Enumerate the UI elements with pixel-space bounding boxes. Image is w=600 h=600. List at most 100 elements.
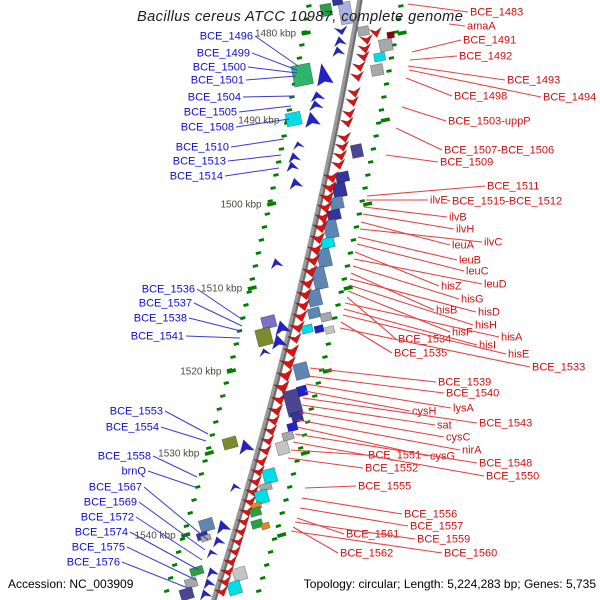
gene-feature-arrow-up [317, 62, 334, 87]
gene-feature-box [188, 564, 205, 578]
gene-label[interactable]: BCE_1536 [142, 284, 195, 296]
gene-label[interactable]: leuC [466, 266, 489, 278]
leader-line-right [290, 530, 443, 554]
leader-line-right [385, 154, 439, 163]
gene-label[interactable]: BCE_1559 [417, 534, 470, 546]
gene-label[interactable]: BCE_1574 [75, 527, 128, 539]
gene-label[interactable]: hisF [452, 327, 473, 339]
leader-line-left [251, 52, 298, 71]
gene-label[interactable]: cysC [446, 432, 471, 444]
gene-label[interactable]: cysG [430, 451, 455, 463]
gene-label[interactable]: BCE_1499 [197, 48, 250, 60]
gene-label[interactable]: BCE_1515-BCE_1512 [452, 196, 562, 208]
gene-label[interactable]: BCE_1501 [191, 75, 244, 87]
gene-label[interactable]: hisH [475, 320, 497, 332]
gene-label[interactable]: BCE_1548 [479, 458, 532, 470]
gene-label[interactable]: BCE_1543 [479, 418, 532, 430]
gene-label[interactable]: hisG [461, 294, 484, 306]
gene-label[interactable]: BCE_1554 [106, 422, 159, 434]
gene-label[interactable]: BCE_1535 [394, 348, 447, 360]
gene-feature-box [231, 565, 249, 583]
gene-feature-box [281, 430, 295, 442]
gene-label[interactable]: ilvE [430, 195, 448, 207]
gene-feature-box [386, 31, 396, 39]
gene-label[interactable]: BCE_1508 [181, 122, 234, 134]
gene-label[interactable]: hisD [478, 307, 500, 319]
gene-label[interactable]: BCE_1493 [507, 75, 560, 87]
gene-feature-arrow-down [232, 524, 248, 537]
gene-label[interactable]: BCE_1514 [170, 171, 223, 183]
minor-tick-dot-left [219, 393, 226, 399]
gene-feature-arrow-down [311, 220, 329, 234]
gene-label[interactable]: BCE_1553 [110, 406, 163, 418]
gene-label[interactable]: BCE_1567 [89, 482, 142, 494]
gene-label[interactable]: BCE_1511 [487, 181, 539, 193]
gene-label[interactable]: BCE_1540 [446, 388, 499, 400]
gene-label[interactable]: BCE_1576 [67, 557, 120, 569]
gene-feature-box [197, 516, 216, 534]
gene-label[interactable]: hisB [436, 305, 457, 317]
gene-label[interactable]: BCE_1510 [176, 142, 229, 154]
gene-label[interactable]: BCE_1500 [193, 62, 246, 74]
gene-feature-arrow-down [276, 367, 294, 382]
gene-label[interactable]: BCE_1513 [173, 156, 226, 168]
gene-label[interactable]: ilvC [484, 237, 502, 249]
gene-label[interactable]: BCE_1504 [188, 92, 241, 104]
gene-label[interactable]: BCE_1562 [340, 548, 393, 560]
major-tick-dash [180, 531, 191, 539]
gene-label[interactable]: BCE_1560 [444, 548, 497, 560]
gene-label[interactable]: ilvB [449, 212, 467, 224]
gene-label[interactable]: BCE_1483 [470, 7, 523, 19]
gene-label[interactable]: BCE_1507-BCE_1506 [444, 145, 554, 157]
gene-label[interactable]: sat [437, 420, 452, 432]
tick-label: 1490 kbp [238, 116, 280, 127]
gene-label[interactable]: leuD [484, 279, 507, 291]
gene-label[interactable]: BCE_1557 [410, 521, 463, 533]
gene-label[interactable]: BCE_1538 [134, 313, 187, 325]
gene-label[interactable]: BCE_1541 [131, 331, 184, 343]
leader-line-right [359, 228, 483, 243]
gene-feature-arrow-down [349, 70, 365, 82]
gene-label[interactable]: BCE_1498 [454, 91, 507, 103]
gene-label[interactable]: leuB [459, 255, 481, 267]
gene-label[interactable]: BCE_1494 [543, 92, 596, 104]
gene-label[interactable]: BCE_1505 [184, 107, 237, 119]
gene-label[interactable]: BCE_1537 [139, 298, 192, 310]
gene-label[interactable]: BCE_1558 [98, 451, 151, 463]
gene-label[interactable]: brnQ [122, 466, 147, 478]
leader-line-right [301, 497, 403, 515]
gene-label[interactable]: BCE_1492 [459, 51, 512, 63]
gene-label[interactable]: hisZ [441, 281, 462, 293]
gene-label[interactable]: BCE_1556 [404, 509, 457, 521]
gene-label[interactable]: ilvH [456, 224, 474, 236]
leader-line-left [227, 154, 282, 162]
gene-label[interactable]: hisA [501, 332, 523, 344]
gene-label[interactable]: BCE_1550 [486, 471, 539, 483]
gene-label[interactable]: nirA [462, 445, 482, 457]
gene-label[interactable]: BCE_1555 [358, 481, 411, 493]
gene-label[interactable]: BCE_1539 [438, 377, 491, 389]
minor-tick-dot-left [230, 354, 236, 360]
leader-line-right [346, 296, 397, 340]
minor-tick-dot-left [267, 199, 274, 203]
gene-label[interactable]: amaA [467, 21, 496, 33]
leader-line-left [235, 118, 290, 128]
gene-label[interactable]: lysA [453, 403, 474, 415]
gene-label[interactable]: leuA [452, 240, 475, 252]
gene-label[interactable]: BCE_1503-uppP [448, 116, 531, 128]
minor-tick-dot-right [338, 290, 345, 294]
gene-label[interactable]: BCE_1569 [84, 497, 137, 509]
gene-feature-arrow-up [289, 177, 304, 191]
gene-feature-arrow-down [339, 116, 354, 128]
gene-label[interactable]: BCE_1496 [200, 31, 253, 43]
gene-label[interactable]: BCE_1575 [72, 542, 125, 554]
gene-feature-arrow-up [293, 141, 305, 150]
gene-label[interactable]: BCE_1552 [365, 463, 418, 475]
minor-tick-dot-right [290, 471, 297, 477]
gene-label[interactable]: BCE_1572 [81, 512, 134, 524]
gene-label[interactable]: BCE_1533 [532, 362, 585, 374]
gene-label[interactable]: hisE [508, 349, 529, 361]
minor-tick-dot-right [383, 82, 390, 86]
gene-label[interactable]: BCE_1509 [440, 157, 493, 169]
gene-label[interactable]: BCE_1491 [463, 35, 516, 47]
